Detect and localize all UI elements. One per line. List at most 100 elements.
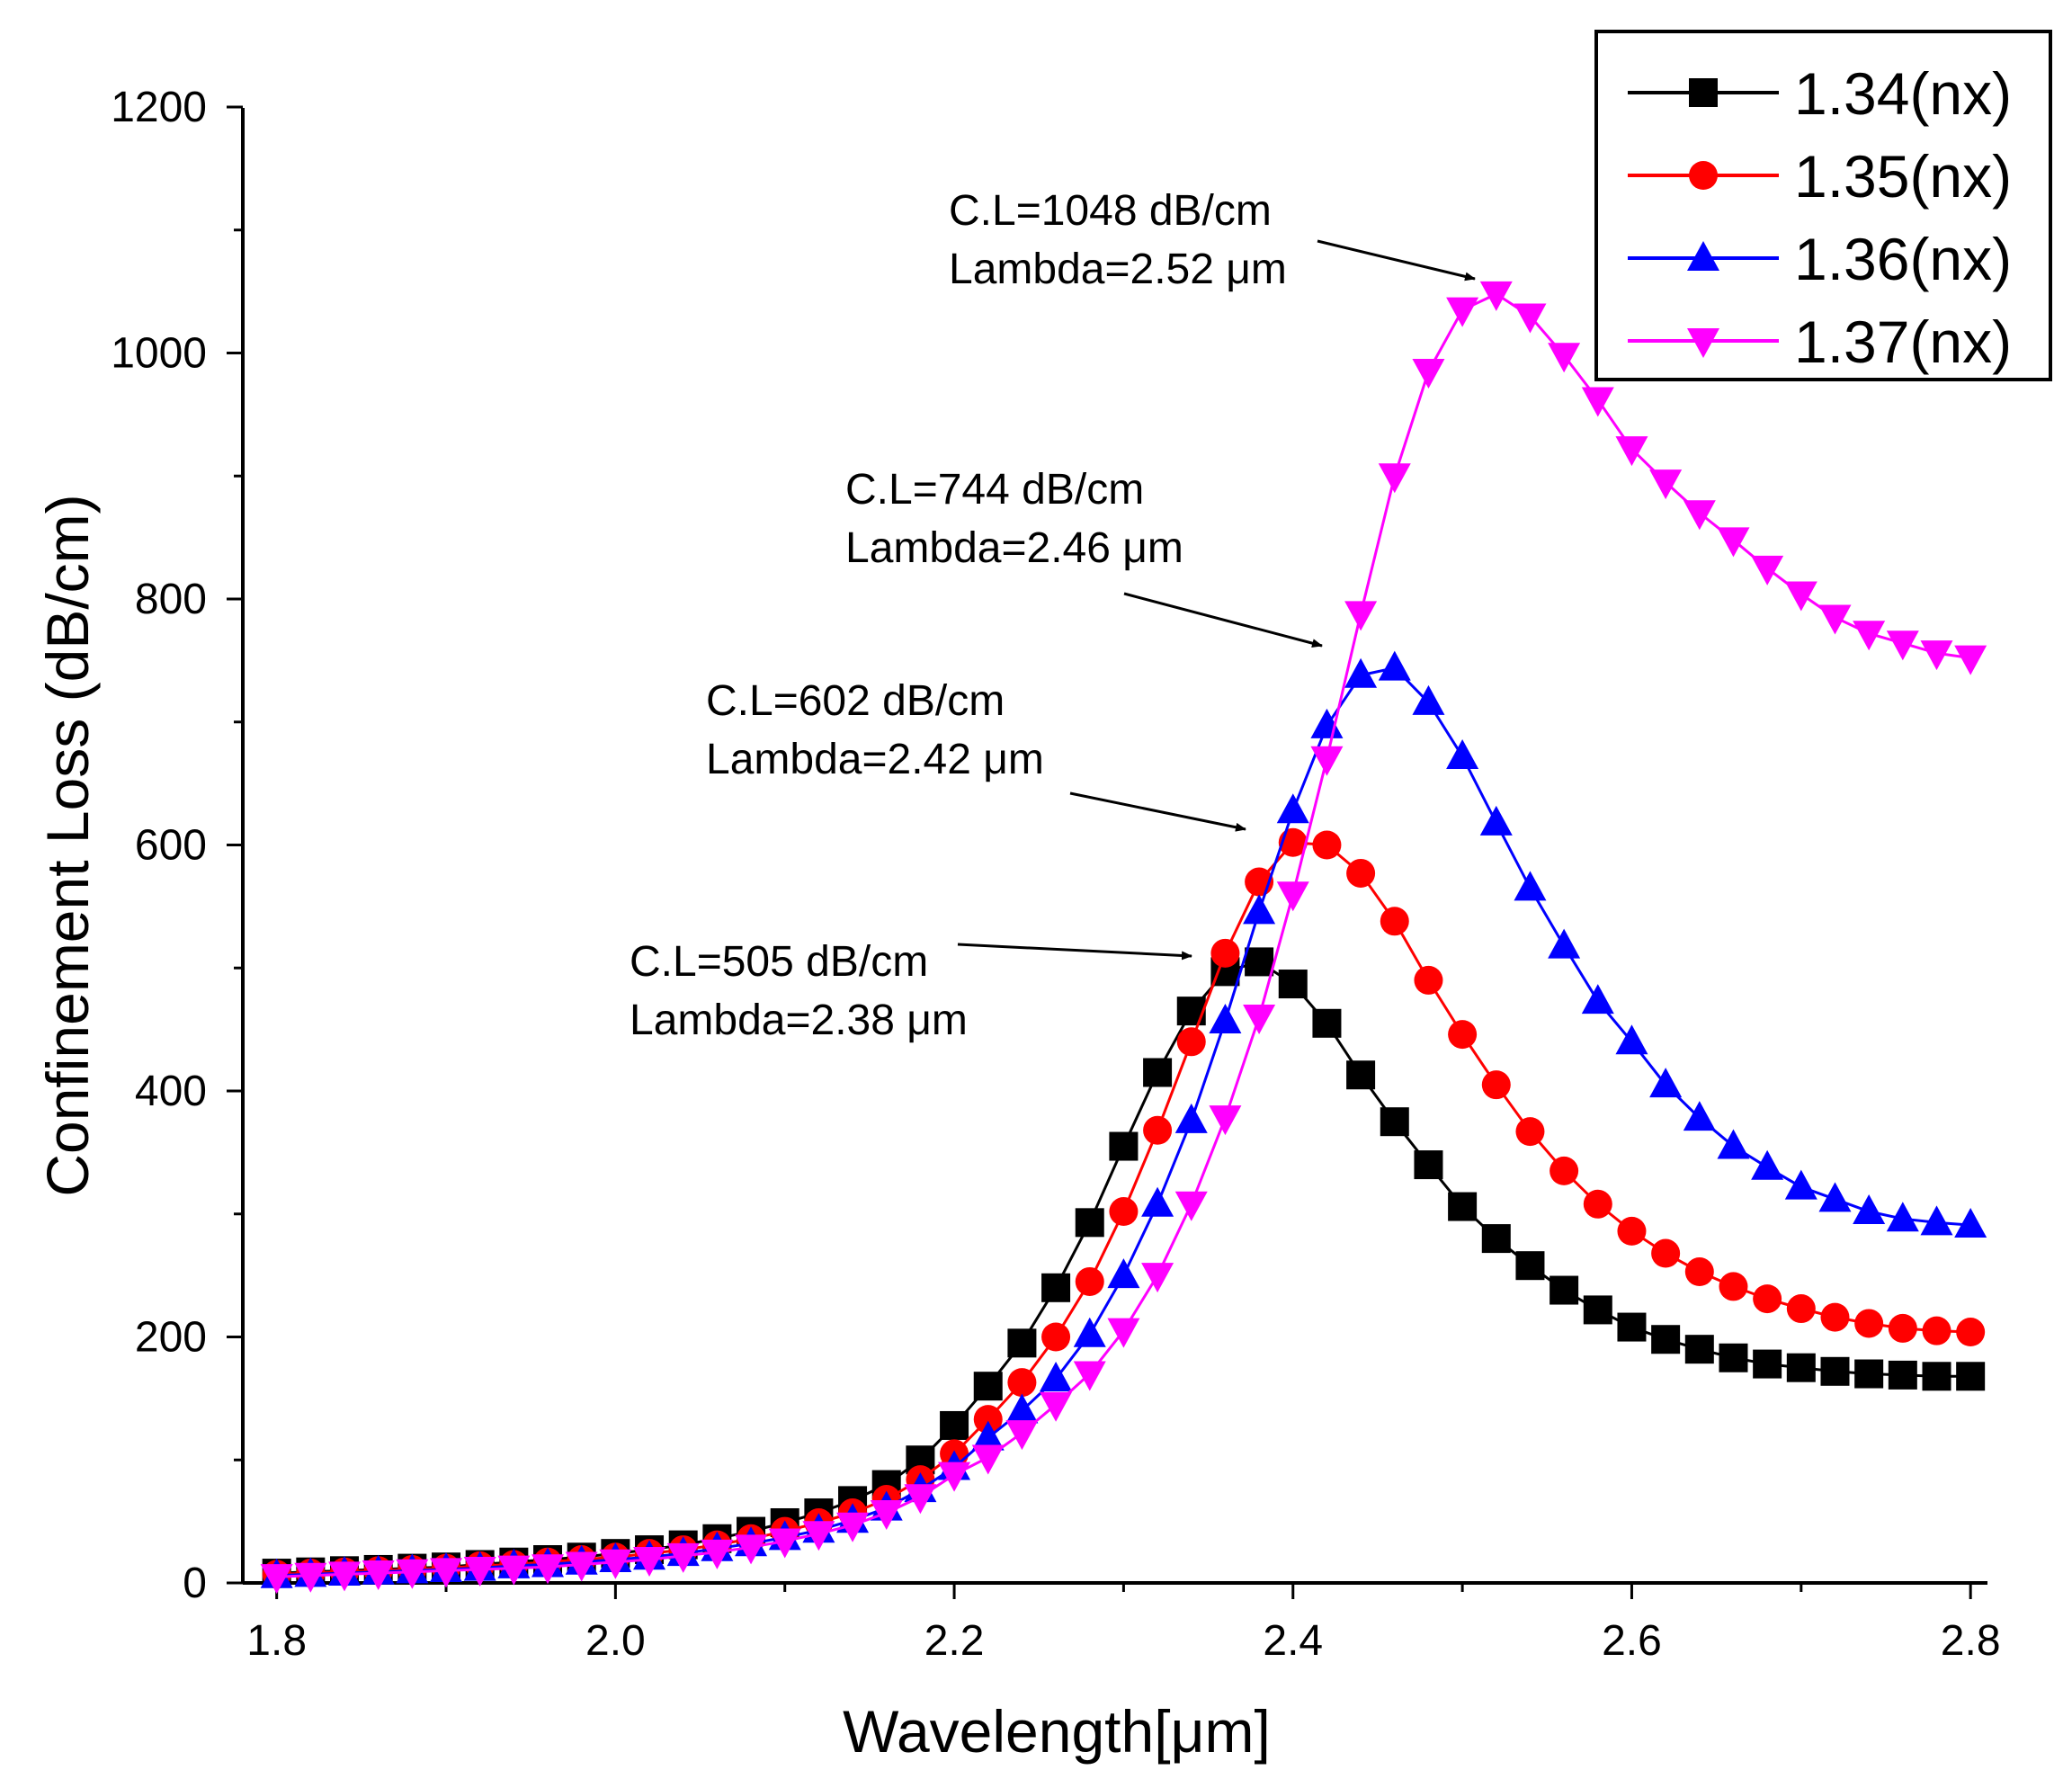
data-point bbox=[328, 1561, 362, 1592]
data-point bbox=[1581, 387, 1614, 417]
data-point bbox=[1310, 708, 1344, 738]
data-point bbox=[1581, 984, 1614, 1015]
x-tick-label: 1.8 bbox=[246, 1617, 307, 1665]
annotation-cl: C.L=744 dB/cm bbox=[845, 466, 1144, 514]
legend-item: 1.34(nx) bbox=[1628, 60, 2012, 127]
data-point bbox=[1854, 1359, 1884, 1389]
data-point bbox=[1107, 1258, 1140, 1289]
data-point bbox=[1751, 1149, 1784, 1180]
data-point bbox=[940, 1410, 969, 1440]
data-point bbox=[1719, 1343, 1748, 1372]
data-point bbox=[1888, 1313, 1917, 1343]
data-point bbox=[1041, 1322, 1071, 1352]
data-point bbox=[633, 1547, 666, 1578]
data-point bbox=[260, 1564, 293, 1595]
data-point bbox=[1786, 1294, 1816, 1324]
annotation-cl: C.L=505 dB/cm bbox=[630, 938, 928, 986]
y-tick-label: 1200 bbox=[111, 84, 207, 131]
x-tick-label: 2.2 bbox=[924, 1617, 985, 1665]
data-point bbox=[1617, 1216, 1647, 1246]
data-point bbox=[1414, 965, 1443, 995]
annotation-arrow bbox=[1069, 791, 1246, 832]
data-point bbox=[1380, 1107, 1409, 1137]
data-point bbox=[1479, 805, 1513, 836]
data-point bbox=[1548, 928, 1581, 959]
y-tick-label: 200 bbox=[135, 1314, 207, 1362]
data-point bbox=[1922, 1362, 1951, 1391]
x-tick-label: 2.4 bbox=[1263, 1617, 1323, 1665]
data-point bbox=[1683, 1101, 1716, 1131]
data-point bbox=[1514, 303, 1547, 334]
legend-label: 1.37(nx) bbox=[1794, 308, 2012, 375]
data-point bbox=[1276, 881, 1309, 912]
x-axis-label: Wavelength[μm] bbox=[843, 1698, 1271, 1765]
data-point bbox=[1141, 1263, 1174, 1293]
peak-annotation: C.L=1048 dB/cm Lambda=2.52 μm bbox=[949, 187, 1476, 293]
data-point bbox=[1344, 657, 1378, 688]
data-point bbox=[1210, 938, 1240, 968]
data-point bbox=[294, 1562, 327, 1593]
y-tick-label: 400 bbox=[135, 1068, 207, 1115]
x-tick-label: 2.8 bbox=[1941, 1617, 2001, 1665]
data-point bbox=[1583, 1189, 1612, 1219]
data-point bbox=[531, 1554, 565, 1585]
data-point bbox=[870, 1500, 903, 1531]
data-point bbox=[1481, 1070, 1511, 1100]
data-point bbox=[1040, 1391, 1073, 1422]
data-point bbox=[1615, 436, 1648, 467]
data-point bbox=[1278, 970, 1308, 999]
data-point bbox=[1005, 1420, 1039, 1451]
data-point bbox=[1174, 1103, 1208, 1133]
data-point bbox=[1346, 858, 1376, 888]
data-point bbox=[1109, 1131, 1139, 1161]
data-point bbox=[1448, 1192, 1478, 1221]
data-point bbox=[1717, 1129, 1750, 1159]
data-point bbox=[1446, 297, 1479, 327]
annotation-arrow bbox=[957, 943, 1192, 961]
data-point bbox=[1075, 1208, 1104, 1238]
data-point bbox=[1243, 894, 1276, 925]
annotation-lambda: Lambda=2.46 μm bbox=[845, 524, 1183, 572]
data-point bbox=[396, 1559, 429, 1589]
data-point bbox=[768, 1528, 801, 1559]
legend-label: 1.34(nx) bbox=[1794, 60, 2012, 127]
data-point bbox=[1107, 1318, 1140, 1348]
data-point bbox=[1143, 1115, 1173, 1145]
y-tick-label: 600 bbox=[135, 822, 207, 870]
data-point bbox=[497, 1555, 531, 1586]
y-tick-label: 1000 bbox=[111, 330, 207, 378]
data-point bbox=[565, 1551, 598, 1582]
data-point bbox=[1954, 1208, 1987, 1238]
data-point bbox=[1007, 1368, 1037, 1398]
data-point bbox=[1550, 1156, 1579, 1185]
data-point bbox=[1141, 1186, 1174, 1217]
annotation-lambda: Lambda=2.52 μm bbox=[949, 246, 1287, 293]
data-point bbox=[1276, 793, 1309, 824]
data-point bbox=[1378, 650, 1411, 681]
data-point bbox=[1481, 1224, 1511, 1254]
data-point bbox=[1346, 1060, 1376, 1090]
data-point bbox=[1174, 1191, 1208, 1221]
legend-box bbox=[1594, 30, 2052, 381]
data-point bbox=[1344, 601, 1378, 631]
y-tick-label: 0 bbox=[183, 1560, 207, 1607]
data-point bbox=[1684, 1257, 1714, 1287]
annotation-arrow bbox=[1317, 239, 1476, 282]
data-point bbox=[1312, 1008, 1342, 1038]
legend-item: 1.36(nx) bbox=[1628, 226, 2012, 292]
annotation-lambda: Lambda=2.38 μm bbox=[630, 997, 968, 1044]
series-1.37(nx) bbox=[260, 281, 1987, 1595]
peak-annotation: C.L=602 dB/cm Lambda=2.42 μm bbox=[706, 677, 1246, 832]
data-point bbox=[1920, 640, 1953, 671]
x-tick-label: 2.6 bbox=[1602, 1617, 1662, 1665]
legend-marker bbox=[1687, 328, 1719, 358]
data-point bbox=[1109, 1197, 1139, 1227]
data-point bbox=[1649, 469, 1683, 500]
data-point bbox=[1922, 1316, 1951, 1345]
data-point bbox=[1920, 1205, 1953, 1236]
data-point bbox=[1446, 739, 1479, 770]
data-point bbox=[1818, 604, 1852, 635]
y-ticks: 0 200 400 600 800 1000 1200 bbox=[111, 84, 243, 1607]
peak-annotation: C.L=505 dB/cm Lambda=2.38 μm bbox=[630, 938, 1192, 1044]
